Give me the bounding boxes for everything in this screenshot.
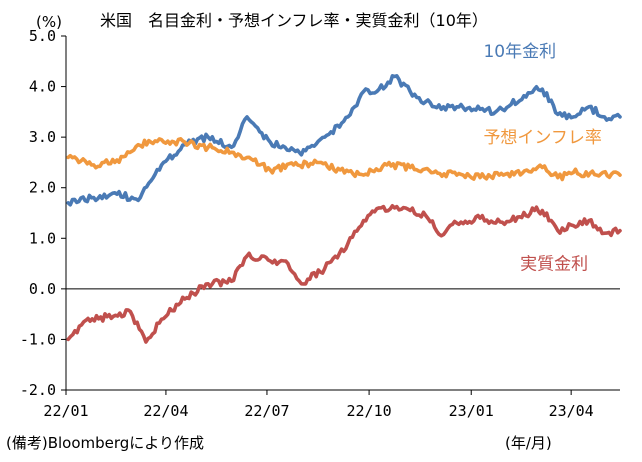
series-label-3: 実質金利 <box>520 255 588 275</box>
y-tick-label: -2.0 <box>20 381 56 399</box>
plot-area: -2.0 -1.0 0.0 1.0 2.0 3.0 4.0 5.0 22/01 22/04 22/0… <box>20 27 622 420</box>
x-tick-label: 23/04 <box>549 402 594 420</box>
y-tick-label: 2.0 <box>29 179 56 197</box>
chart-title: 米国 名目金利・予想インフレ率・実質金利（10年） <box>100 11 488 30</box>
y-tick-label: 0.0 <box>29 280 56 298</box>
y-axis-unit: (%) <box>36 13 62 31</box>
series-label-1: 10年金利 <box>483 42 556 62</box>
source-note: (備考)Bloombergにより作成 <box>6 434 205 452</box>
y-tick-label: 3.0 <box>29 128 56 146</box>
x-tick-label: 22/07 <box>244 402 289 420</box>
y-tick-label: -1.0 <box>20 330 56 348</box>
series-label-2: 予想インフレ率 <box>483 128 602 148</box>
x-tick-label: 22/10 <box>347 402 392 420</box>
series-line-2 <box>66 137 622 182</box>
y-tick-label: 5.0 <box>29 27 56 45</box>
series-line-3 <box>66 204 622 344</box>
x-axis-unit: (年/月) <box>505 434 552 452</box>
y-tick-label: 1.0 <box>29 229 56 247</box>
series-line-1 <box>66 74 622 207</box>
x-tick-label: 23/01 <box>449 402 494 420</box>
y-tick-label: 4.0 <box>29 78 56 96</box>
x-tick-label: 22/01 <box>43 402 88 420</box>
x-tick-label: 22/04 <box>143 402 188 420</box>
